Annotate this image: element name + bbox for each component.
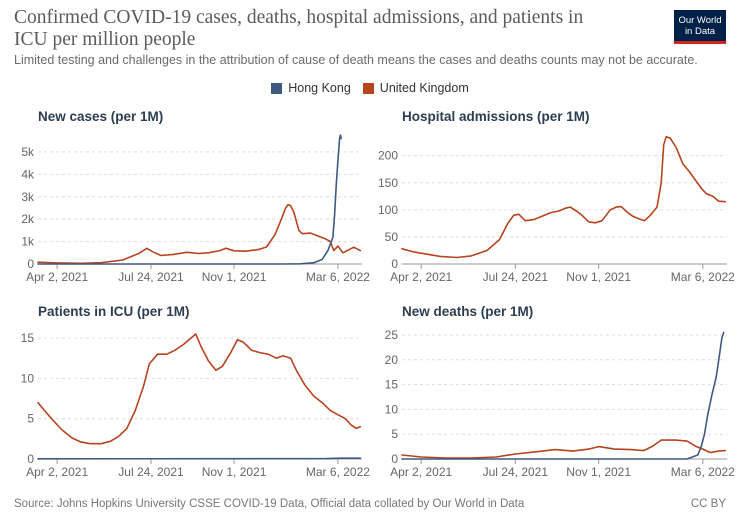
- chart-panel-4: New deaths (per 1M) 0 5 10 15 20 25 Apr 2, 2021…: [385, 304, 736, 479]
- panel-title: New deaths (per 1M): [402, 304, 533, 319]
- y-tick-label: 0: [27, 452, 34, 466]
- x-tick-label: Mar 6, 2022: [671, 465, 735, 479]
- x-tick-label: Mar 6, 2022: [306, 270, 370, 284]
- owid-logo[interactable]: Our World in Data: [674, 10, 726, 44]
- y-tick-label: 0: [27, 257, 34, 271]
- x-tick-label: Apr 2, 2021: [26, 465, 88, 479]
- chart-panel-3: Patients in ICU (per 1M) 0 5 10 15 Apr 2, 202…: [21, 304, 371, 479]
- y-tick-label: 200: [378, 149, 398, 163]
- y-tick-label: 20: [385, 353, 399, 367]
- y-tick-label: 5k: [21, 145, 35, 159]
- x-tick-label: Jul 24, 2021: [483, 465, 549, 479]
- y-tick-label: 100: [378, 203, 398, 217]
- y-tick-label: 10: [385, 402, 399, 416]
- y-tick-label: 15: [385, 378, 399, 392]
- y-tick-label: 150: [378, 176, 398, 190]
- y-tick-label: 0: [391, 257, 398, 271]
- series-line-hong-kong: [401, 331, 725, 460]
- panel-title: Patients in ICU (per 1M): [38, 304, 190, 319]
- y-tick-label: 2k: [21, 212, 35, 226]
- logo-accent-bar: [674, 41, 726, 44]
- legend-label-united-kingdom: United Kingdom: [379, 81, 469, 95]
- legend-swatch-hong-kong: [271, 82, 283, 94]
- legend-label-hong-kong: Hong Kong: [288, 81, 351, 95]
- x-tick-label: Apr 2, 2021: [390, 270, 452, 284]
- series-line-united-kingdom: [37, 333, 362, 445]
- logo-line-2: in Data: [684, 26, 716, 37]
- series-line-hong-kong: [37, 457, 362, 460]
- y-tick-label: 50: [385, 230, 399, 244]
- legend-swatch-united-kingdom: [362, 82, 374, 94]
- legend-item-united-kingdom[interactable]: United Kingdom: [362, 81, 469, 95]
- y-tick-label: 25: [385, 328, 399, 342]
- x-tick-label: Mar 6, 2022: [306, 465, 370, 479]
- panel-title: Hospital admissions (per 1M): [402, 109, 590, 124]
- y-tick-label: 3k: [21, 190, 35, 204]
- y-tick-label: 4k: [21, 167, 35, 181]
- legend-item-hong-kong[interactable]: Hong Kong: [271, 81, 351, 95]
- chart-title: Confirmed COVID-19 cases, deaths, hospit…: [14, 7, 584, 50]
- y-tick-label: 10: [21, 371, 35, 385]
- x-tick-label: Jul 24, 2021: [118, 465, 184, 479]
- series-line-united-kingdom: [401, 439, 727, 459]
- x-tick-label: Jul 24, 2021: [483, 270, 549, 284]
- series-line-hong-kong: [37, 134, 343, 265]
- x-tick-label: Nov 1, 2021: [566, 270, 631, 284]
- x-tick-label: Nov 1, 2021: [202, 270, 267, 284]
- y-tick-label: 15: [21, 331, 35, 345]
- x-tick-label: Apr 2, 2021: [390, 465, 452, 479]
- series-line-united-kingdom: [401, 135, 727, 259]
- x-tick-label: Mar 6, 2022: [671, 270, 735, 284]
- chart-panel-2: Hospital admissions (per 1M) 0 50 100 150 200…: [378, 109, 735, 284]
- y-tick-label: 5: [391, 427, 398, 441]
- x-tick-label: Nov 1, 2021: [566, 465, 631, 479]
- x-tick-label: Jul 24, 2021: [118, 270, 184, 284]
- y-tick-label: 1k: [21, 235, 35, 249]
- source-note: Source: Johns Hopkins University CSSE CO…: [14, 498, 525, 510]
- chart-panel-1: New cases (per 1M) 0 1k 2k 3k 4k 5k Apr 2, 2021…: [21, 109, 370, 284]
- legend: Hong Kong United Kingdom: [0, 81, 740, 95]
- x-tick-label: Apr 2, 2021: [26, 270, 88, 284]
- license-link[interactable]: CC BY: [690, 498, 726, 510]
- y-tick-label: 5: [27, 412, 34, 426]
- series-line-united-kingdom: [37, 203, 362, 265]
- chart-subtitle: Limited testing and challenges in the at…: [14, 53, 698, 67]
- x-tick-label: Nov 1, 2021: [202, 465, 267, 479]
- y-tick-label: 0: [391, 452, 398, 466]
- panel-title: New cases (per 1M): [38, 109, 163, 124]
- logo-line-1: Our World: [678, 15, 722, 26]
